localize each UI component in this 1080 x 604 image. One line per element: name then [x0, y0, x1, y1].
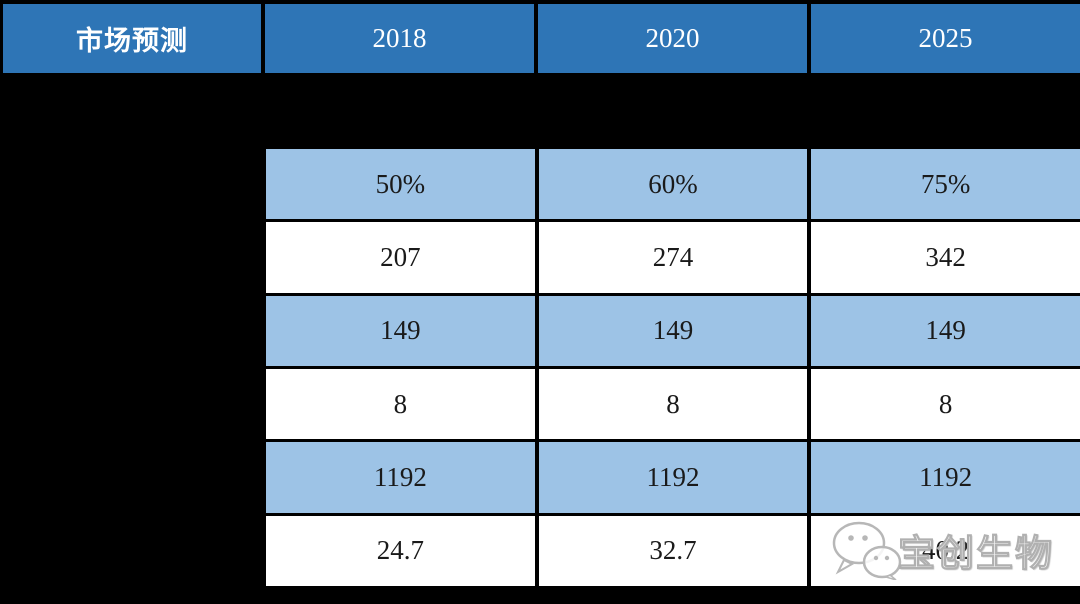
- table-row: 8 8 8: [266, 368, 1080, 440]
- table-row: 50% 60% 75%: [266, 149, 1080, 220]
- table-cell: 207: [266, 222, 535, 293]
- table-cell: 8: [811, 368, 1080, 440]
- column-header-2018: 2018: [265, 4, 534, 73]
- column-header-2020: 2020: [538, 4, 807, 73]
- table-cell: 8: [266, 368, 535, 440]
- table-row: 24.7 32.7 40.2: [266, 515, 1080, 586]
- table-title: 市场预测: [76, 26, 188, 56]
- table-title-cell: 市场预测: [3, 4, 261, 73]
- table-row: 1192 1192 1192: [266, 442, 1080, 513]
- column-header-label: 2020: [645, 23, 700, 53]
- table-cell: 75%: [811, 149, 1080, 220]
- column-header-label: 2025: [918, 23, 973, 53]
- table-cell: 32.7: [538, 515, 808, 586]
- table-cell: 1192: [538, 442, 808, 513]
- table-cell: 274: [538, 222, 808, 293]
- table-header-row: 市场预测 2018 2020 2025: [3, 4, 1080, 73]
- table-row: 149 149 149: [266, 295, 1080, 366]
- table-cell: 24.7: [266, 515, 535, 586]
- table-row: 207 274 342: [266, 222, 1080, 293]
- table-cell: 60%: [538, 149, 808, 220]
- table-cell: 8: [538, 368, 808, 440]
- table-cell: 40.2: [811, 515, 1080, 586]
- table-cell: 342: [811, 222, 1080, 293]
- column-header-2025: 2025: [811, 4, 1080, 73]
- table-cell: 50%: [266, 149, 535, 220]
- column-header-label: 2018: [372, 23, 427, 53]
- table-cell: 149: [266, 295, 535, 366]
- table-cell: 1192: [811, 442, 1080, 513]
- table-cell: 149: [811, 295, 1080, 366]
- table-cell: 1192: [266, 442, 535, 513]
- table-cell: 149: [538, 295, 808, 366]
- data-table: 50% 60% 75% 207 274 342 149 149 149 8 8 …: [263, 147, 1080, 588]
